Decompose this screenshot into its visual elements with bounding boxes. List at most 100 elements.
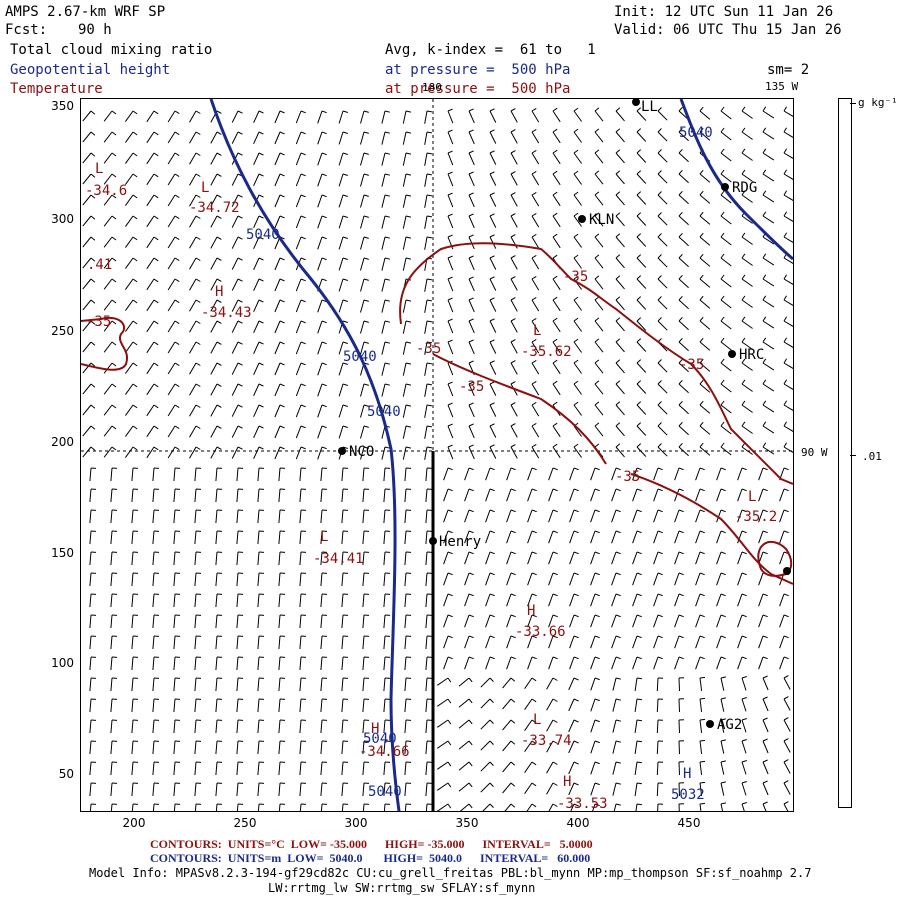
wind-barb-shaft xyxy=(402,299,407,313)
wind-barb-flag xyxy=(636,254,642,259)
wind-barb-flag xyxy=(678,337,683,343)
wind-barb-shaft xyxy=(568,677,575,691)
wind-barb-flag xyxy=(216,215,222,219)
wind-barb-shaft xyxy=(124,341,134,353)
wind-barb-flag xyxy=(321,215,327,219)
wind-barb-shaft xyxy=(636,341,647,352)
wind-barb-flag xyxy=(90,383,96,388)
wind-barb-shaft xyxy=(194,509,197,524)
wind-barb-flag xyxy=(552,677,558,681)
wind-barb-shaft xyxy=(381,320,386,334)
wind-barb-shaft xyxy=(656,719,659,734)
wind-barb-flag xyxy=(384,446,391,449)
wind-barb-shaft xyxy=(341,719,344,734)
wind-barb-flag xyxy=(594,191,600,196)
wind-barb-shaft xyxy=(89,656,92,671)
wind-barb-shaft xyxy=(295,236,302,250)
wind-barb-flag xyxy=(426,320,432,323)
forecast-label: Fcst: xyxy=(5,22,48,38)
wind-barb-shaft xyxy=(338,404,344,418)
wind-barb-flag xyxy=(321,278,327,282)
wind-barb-flag xyxy=(594,212,600,217)
wind-barb-flag xyxy=(489,129,495,133)
wind-barb-shaft xyxy=(720,278,732,288)
wind-barb-flag xyxy=(552,782,558,786)
wind-barb-shaft xyxy=(131,677,134,692)
wind-barb-flag xyxy=(258,320,264,324)
wind-barb-flag xyxy=(447,509,453,513)
wind-barb-shaft xyxy=(82,299,92,311)
wind-barb-flag xyxy=(657,488,663,492)
wind-barb-flag xyxy=(342,404,348,407)
wind-barb-flag xyxy=(531,614,537,618)
wind-barb-flag xyxy=(132,320,138,325)
wind-barb-shaft xyxy=(634,740,638,754)
wind-barb-shaft xyxy=(167,446,176,459)
wind-barb-flag xyxy=(153,446,159,451)
wind-barb-shaft xyxy=(425,719,428,734)
wind-barb-flag xyxy=(678,295,683,301)
wind-barb-shaft xyxy=(167,152,176,165)
wind-barb-flag xyxy=(657,359,662,364)
wind-barb-shaft xyxy=(569,467,575,481)
wind-barb-shaft xyxy=(253,446,260,460)
height-label: 5040 xyxy=(367,404,401,420)
wind-barb-shaft xyxy=(131,509,134,524)
wind-barb-flag xyxy=(468,530,474,534)
wind-barb-shaft xyxy=(657,803,659,811)
extremum-letter: H xyxy=(563,774,572,790)
wind-barb-shaft xyxy=(502,677,512,689)
wind-barb-flag xyxy=(720,169,725,175)
wind-barb-shaft xyxy=(381,299,386,313)
wind-barb-flag xyxy=(699,379,704,385)
wind-barb-flag xyxy=(573,572,579,576)
wind-barb-flag xyxy=(615,380,621,385)
extremum-letter: L xyxy=(533,712,542,728)
wind-barb-flag xyxy=(195,236,201,240)
wind-barb-shaft xyxy=(89,572,92,587)
wind-barb-flag xyxy=(783,400,788,406)
y-tick-100: 100 xyxy=(51,656,74,670)
wind-barb-shaft xyxy=(437,677,449,686)
wind-barb-flag xyxy=(720,802,727,805)
height-contour-info: CONTOURS: UNITS=m LOW= 5040.0 HIGH= 5040… xyxy=(150,851,591,865)
wind-barb-flag xyxy=(783,358,788,364)
wind-barb-flag xyxy=(720,488,726,492)
wind-barb-shaft xyxy=(278,488,281,503)
wind-barb-flag xyxy=(636,359,642,364)
extremum-value: -33.74 xyxy=(521,733,572,749)
wind-barb-flag xyxy=(573,401,579,406)
wind-barb-flag xyxy=(237,404,243,408)
wind-barb-flag xyxy=(342,320,348,323)
wind-barb-flag xyxy=(216,152,222,156)
wind-barb-shaft xyxy=(89,530,92,545)
wind-barb-flag xyxy=(153,383,159,388)
wind-barb-flag xyxy=(195,152,201,156)
wind-barb-flag xyxy=(468,698,473,704)
wind-barb-shaft xyxy=(383,614,386,629)
wind-barb-shaft xyxy=(464,509,470,523)
wind-barb-flag xyxy=(573,782,579,786)
wind-barb-flag xyxy=(489,593,495,597)
map-plot-area: KLN RDG HRC NCO Henry AG2 LL 5040 5040 5… xyxy=(80,98,794,812)
wind-barb-flag xyxy=(783,759,789,763)
wind-barb-flag xyxy=(321,194,327,198)
wind-barb-shaft xyxy=(299,572,302,587)
wind-barb-shaft xyxy=(82,320,92,332)
wind-barb-flag xyxy=(762,488,768,492)
wind-barb-flag xyxy=(741,614,747,618)
wind-barb-shaft xyxy=(425,761,428,776)
wind-barb-flag xyxy=(720,593,726,597)
wind-barb-flag xyxy=(594,467,600,471)
wind-barb-flag xyxy=(594,170,600,175)
wind-barb-flag xyxy=(489,509,495,513)
wind-barb-shaft xyxy=(89,614,92,629)
wind-barb-shaft xyxy=(131,614,134,629)
wind-barb-shaft xyxy=(210,362,218,375)
wind-barb-flag xyxy=(699,676,706,679)
wind-barb-shaft xyxy=(573,257,583,269)
wind-barb-shaft xyxy=(82,215,92,227)
wind-barb-shaft xyxy=(362,656,365,671)
wind-barb-shaft xyxy=(632,488,638,502)
wind-barb-flag xyxy=(279,341,285,345)
